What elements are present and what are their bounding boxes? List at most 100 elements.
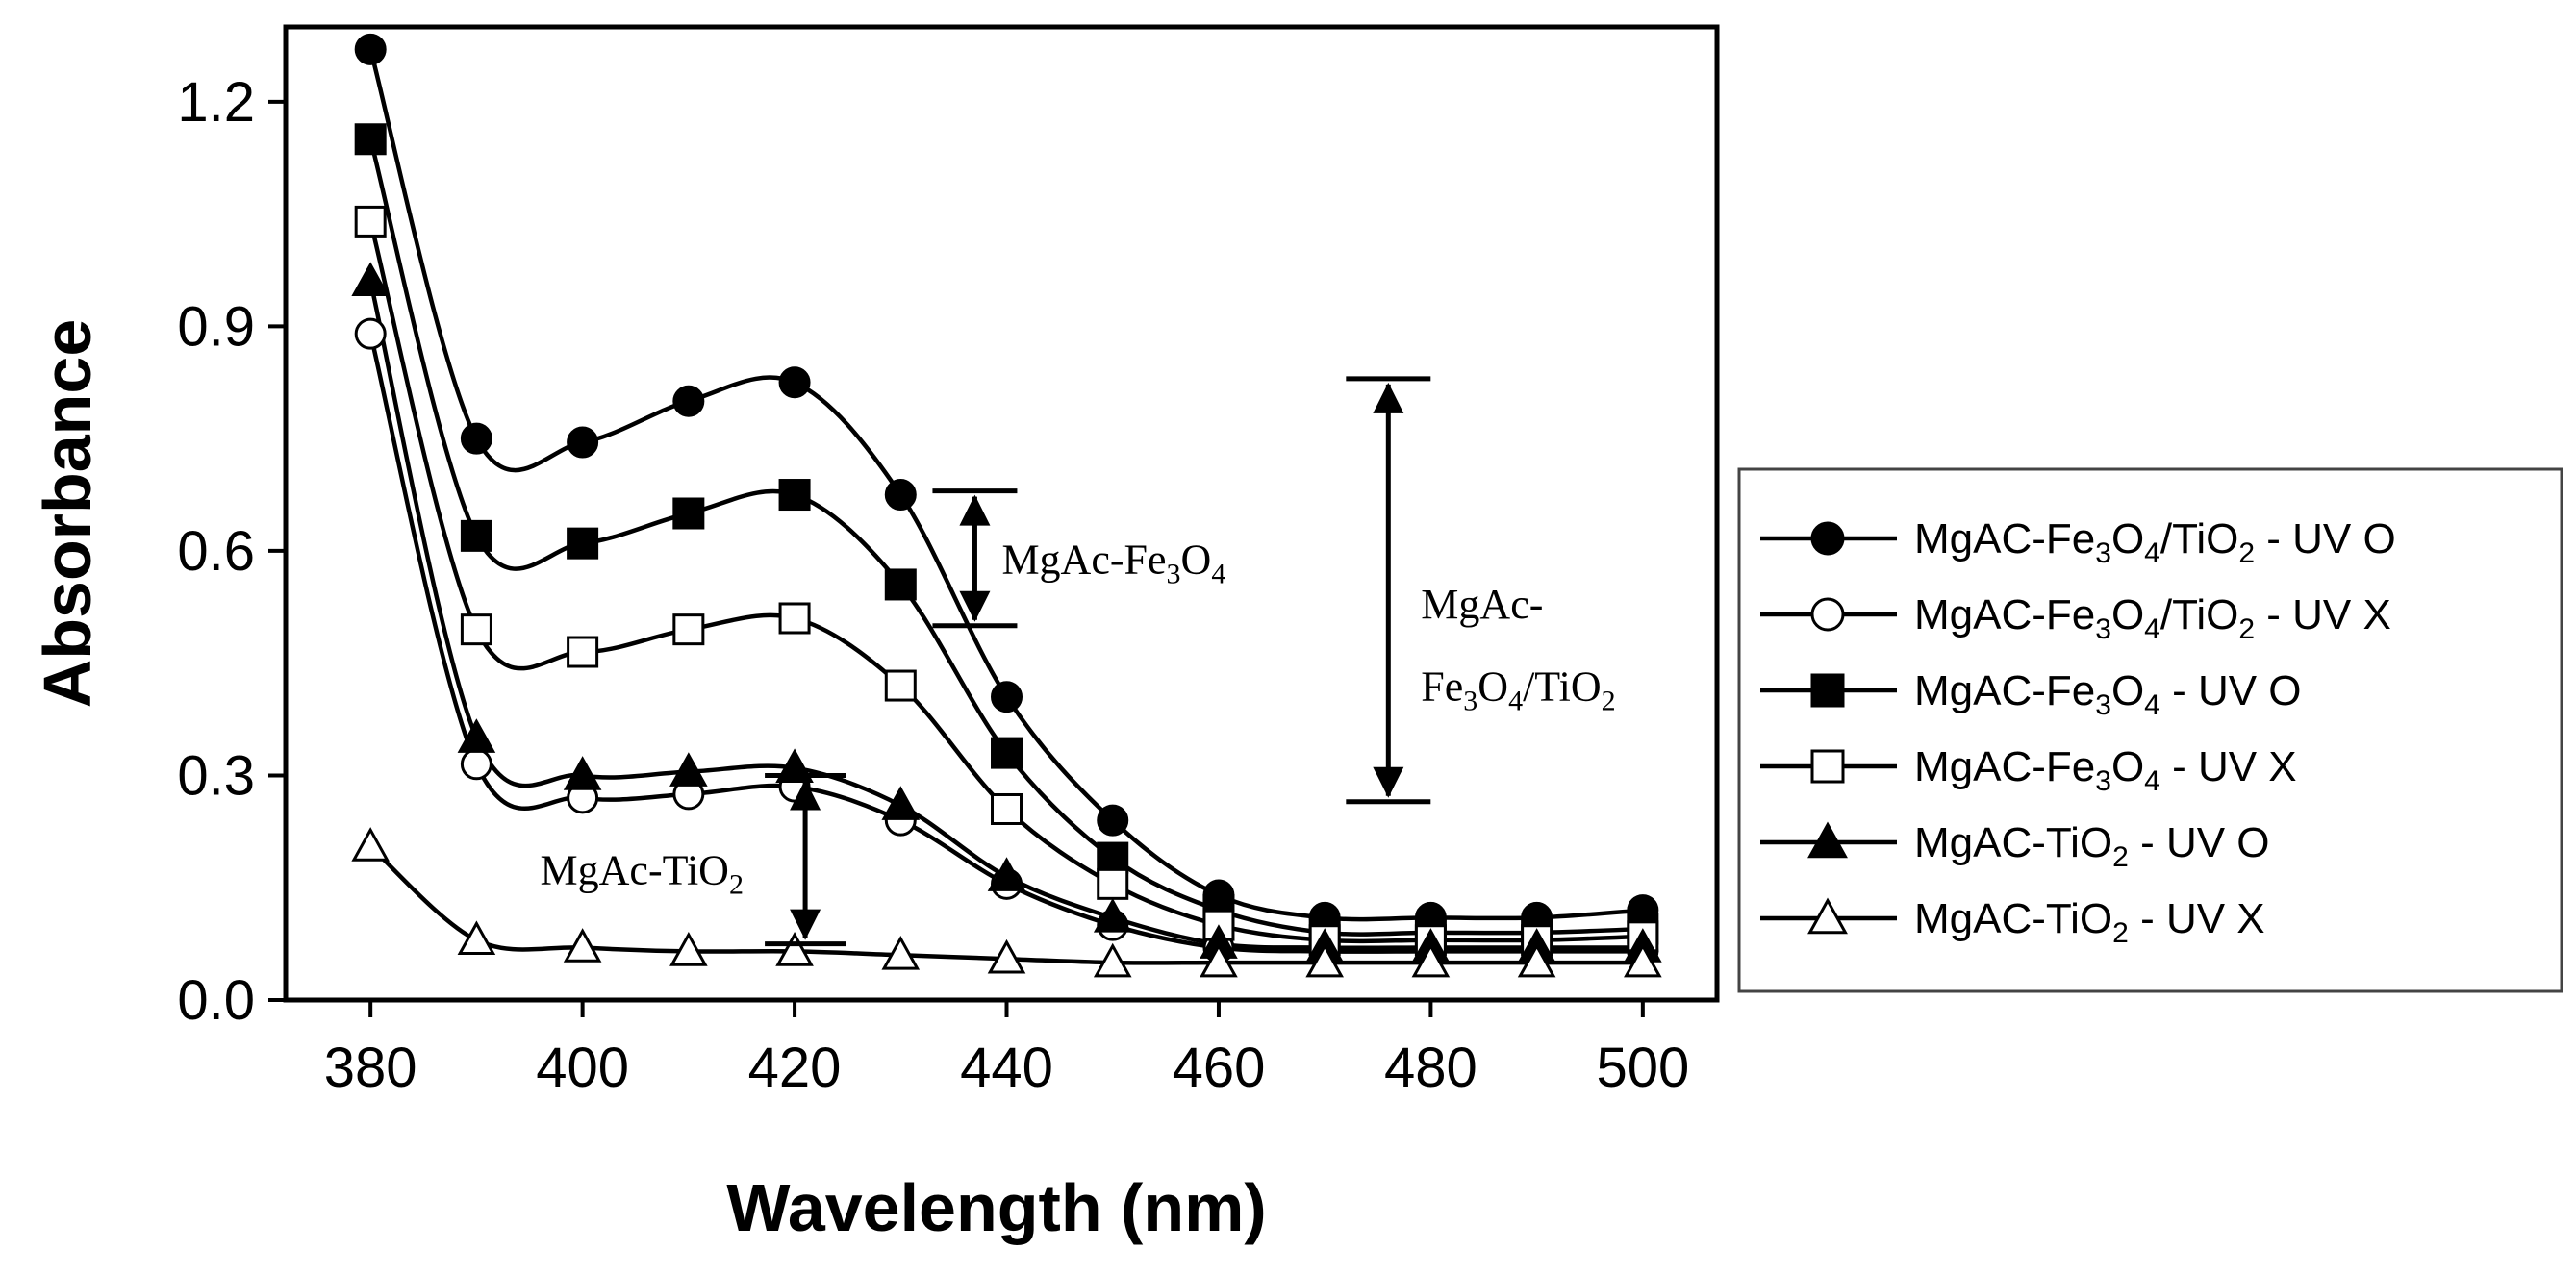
- subscript: 3: [1167, 559, 1181, 590]
- data-point-1: [354, 33, 387, 65]
- text-run: O: [1181, 537, 1212, 584]
- data-point-2: [354, 317, 387, 350]
- x-tick-label: 400: [536, 1037, 629, 1099]
- legend-label-1: MgAC-Fe3O4/TiO2 - UV O: [1914, 515, 2396, 569]
- subscript: 2: [1602, 686, 1616, 717]
- annotation-fe3o4-tio2-line2: Fe3O4/TiO2: [1421, 663, 1615, 717]
- subscript: 3: [2095, 689, 2111, 721]
- subscript: 4: [2144, 689, 2160, 721]
- y-tick-label: 0.6: [177, 520, 255, 583]
- subscript: 4: [2144, 613, 2160, 645]
- text-run: - UV O: [2255, 515, 2396, 562]
- legend-marker-5: [1807, 821, 1848, 859]
- y-axis-title: Absorbance: [30, 319, 105, 709]
- fe3o4-range-arrowhead-bottom: [959, 590, 991, 622]
- y-tick-label: 0.0: [177, 969, 255, 1032]
- data-point-6: [1200, 942, 1238, 978]
- data-point-1: [1097, 804, 1129, 837]
- legend-marker-4: [1810, 749, 1845, 784]
- text-run: O: [2111, 591, 2144, 638]
- text-run: O: [1477, 663, 1508, 711]
- text-run: MgAc-: [1421, 581, 1543, 628]
- data-point-4: [567, 636, 599, 668]
- annotation-tio2: MgAc-TiO2: [541, 846, 744, 900]
- subscript: 4: [2144, 765, 2160, 797]
- data-point-1: [567, 426, 599, 459]
- x-axis-title: Wavelength (nm): [726, 1170, 1266, 1245]
- data-point-6: [987, 938, 1026, 974]
- text-run: /TiO: [2160, 515, 2238, 562]
- legend-box: [1737, 467, 2563, 993]
- data-point-6: [669, 932, 708, 966]
- subscript: 2: [2112, 841, 2129, 873]
- legend-marker-3: [1810, 673, 1845, 708]
- text-run: - UV X: [2129, 895, 2265, 942]
- subscript: 2: [2238, 538, 2255, 569]
- x-tick-label: 480: [1384, 1037, 1477, 1099]
- data-point-4: [672, 613, 705, 646]
- axes-group: 380 400 420 440 460 480 500 0.0 0.3 0.6 0.9 1.2: [177, 71, 1689, 1099]
- subscript: 2: [2112, 917, 2129, 949]
- subscript: 3: [2095, 765, 2111, 797]
- legend-marker-2: [1810, 597, 1845, 632]
- fe3o4-range-arrowhead-top: [959, 494, 991, 526]
- data-point-4: [1097, 867, 1129, 900]
- data-point-5: [987, 857, 1026, 891]
- text-run: MgAc-TiO: [541, 846, 729, 893]
- series-line-1: [368, 48, 1643, 922]
- data-point-1: [991, 681, 1023, 713]
- text-run: - UV X: [2255, 591, 2391, 638]
- y-tick-label: 1.2: [177, 71, 255, 134]
- subscript: 4: [1508, 686, 1523, 717]
- legend-label-3: MgAC-Fe3O4 - UV O: [1914, 667, 2302, 721]
- fe3o4-tio2-range-arrowhead-top: [1373, 382, 1404, 413]
- data-point-6: [1624, 942, 1662, 978]
- text-run: O: [2111, 515, 2144, 562]
- legend-label-4: MgAC-Fe3O4 - UV X: [1914, 743, 2297, 797]
- text-run: - UV O: [2129, 819, 2270, 866]
- text-run: /TiO: [2160, 591, 2238, 638]
- data-point-4: [460, 613, 492, 646]
- data-point-5: [563, 756, 602, 790]
- data-point-6: [1517, 942, 1556, 978]
- data-point-6: [1411, 942, 1451, 978]
- legend-marker-6: [1807, 897, 1848, 935]
- data-point-6: [1305, 942, 1344, 978]
- legend-label-6: MgAC-TiO2 - UV X: [1914, 895, 2265, 949]
- text-run: MgAC-Fe: [1914, 743, 2095, 790]
- data-point-6: [563, 928, 602, 962]
- data-point-4: [991, 792, 1023, 825]
- x-tick-label: 500: [1596, 1037, 1689, 1099]
- text-run: /TiO: [1523, 663, 1602, 711]
- subscript: 4: [1211, 559, 1225, 590]
- data-point-6: [1093, 942, 1132, 978]
- annotation-fe3o4-tio2-line1: MgAc-: [1421, 581, 1543, 628]
- text-run: MgAC-Fe: [1914, 667, 2095, 714]
- data-point-6: [457, 920, 496, 956]
- text-run: MgAC-TiO: [1914, 895, 2112, 942]
- data-point-6: [775, 932, 814, 966]
- data-point-1: [778, 366, 811, 399]
- text-run: MgAC-Fe: [1914, 515, 2095, 562]
- data-point-4: [778, 602, 811, 635]
- data-point-3: [460, 519, 492, 552]
- text-run: Fe: [1421, 663, 1463, 711]
- x-tick-label: 420: [748, 1037, 842, 1099]
- annotation-fe3o4: MgAc-Fe3O4: [1001, 537, 1225, 590]
- data-point-6: [351, 827, 390, 862]
- data-point-5: [457, 718, 496, 753]
- text-run: O: [2111, 667, 2144, 714]
- data-point-3: [354, 123, 387, 156]
- series-line-3: [368, 138, 1643, 937]
- data-point-1: [460, 422, 492, 455]
- subscript: 4: [2144, 538, 2160, 569]
- x-tick-label: 460: [1173, 1037, 1266, 1099]
- data-point-3: [884, 568, 917, 601]
- data-point-3: [778, 479, 811, 512]
- data-point-1: [672, 385, 705, 417]
- data-point-5: [881, 786, 921, 820]
- tio2-range-arrowhead-bottom: [790, 909, 821, 940]
- plot-frame: [283, 24, 1720, 1003]
